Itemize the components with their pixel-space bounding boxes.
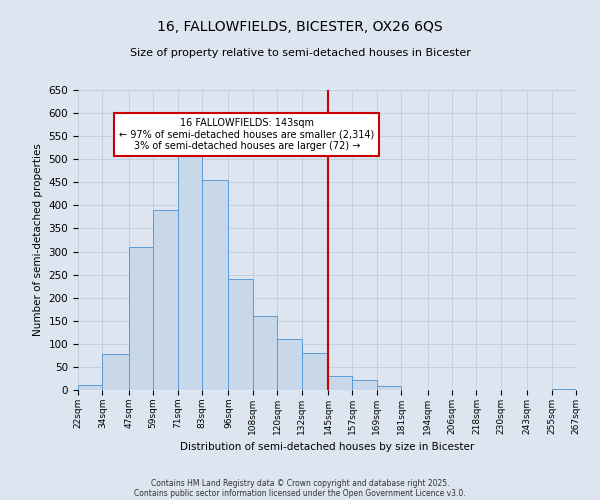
Bar	[551, 389, 576, 390]
Bar	[153, 210, 178, 390]
Text: Contains public sector information licensed under the Open Government Licence v3: Contains public sector information licen…	[134, 488, 466, 498]
Bar	[103, 354, 129, 390]
Bar	[129, 247, 153, 390]
Bar	[178, 146, 202, 390]
Bar	[277, 339, 302, 390]
Bar	[302, 353, 328, 390]
X-axis label: Distribution of semi-detached houses by size in Bicester: Distribution of semi-detached houses by …	[180, 442, 474, 452]
Bar	[253, 316, 277, 390]
Text: 16, FALLOWFIELDS, BICESTER, OX26 6QS: 16, FALLOWFIELDS, BICESTER, OX26 6QS	[157, 20, 443, 34]
Bar	[229, 279, 253, 390]
Text: 16 FALLOWFIELDS: 143sqm
← 97% of semi-detached houses are smaller (2,314)
3% of : 16 FALLOWFIELDS: 143sqm ← 97% of semi-de…	[119, 118, 374, 151]
Text: Contains HM Land Registry data © Crown copyright and database right 2025.: Contains HM Land Registry data © Crown c…	[151, 478, 449, 488]
Text: Size of property relative to semi-detached houses in Bicester: Size of property relative to semi-detach…	[130, 48, 470, 58]
Bar	[78, 386, 103, 390]
Y-axis label: Number of semi-detached properties: Number of semi-detached properties	[33, 144, 43, 336]
Bar	[328, 376, 352, 390]
Bar	[352, 380, 377, 390]
Bar	[202, 180, 229, 390]
Bar	[377, 386, 401, 390]
